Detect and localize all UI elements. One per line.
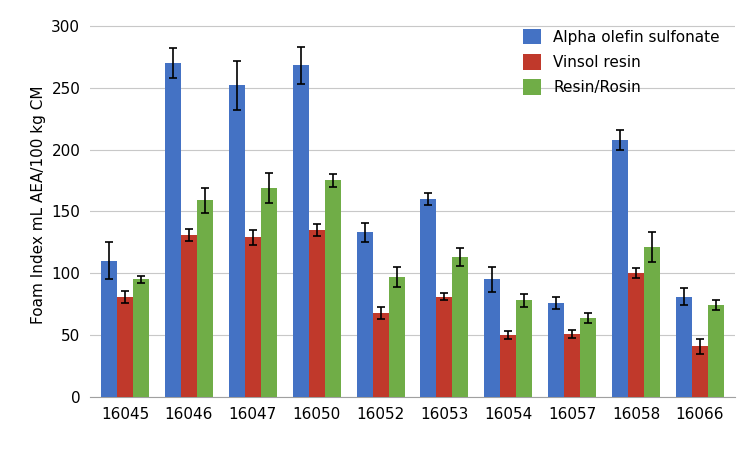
Bar [516, 300, 532, 397]
Y-axis label: Foam Index mL AEA/100 kg CM: Foam Index mL AEA/100 kg CM [31, 86, 46, 324]
Bar [421, 199, 436, 397]
Bar [101, 261, 117, 397]
Bar [181, 235, 197, 397]
Bar [388, 277, 404, 397]
Bar [676, 297, 692, 397]
Bar [628, 273, 644, 397]
Bar [292, 65, 309, 397]
Legend: Alpha olefin sulfonate, Vinsol resin, Resin/Rosin: Alpha olefin sulfonate, Vinsol resin, Re… [515, 21, 728, 103]
Bar [644, 247, 660, 397]
Bar [197, 200, 213, 397]
Bar [484, 280, 500, 397]
Bar [356, 232, 373, 397]
Bar [580, 318, 596, 397]
Bar [373, 313, 388, 397]
Bar [229, 85, 244, 397]
Bar [692, 346, 708, 397]
Bar [261, 188, 277, 397]
Bar [612, 140, 628, 397]
Bar [452, 257, 469, 397]
Bar [165, 63, 181, 397]
Bar [500, 335, 516, 397]
Bar [309, 230, 325, 397]
Bar [436, 297, 452, 397]
Bar [133, 280, 149, 397]
Bar [244, 237, 261, 397]
Bar [117, 297, 133, 397]
Bar [325, 180, 340, 397]
Bar [708, 305, 724, 397]
Bar [564, 334, 580, 397]
Bar [548, 303, 564, 397]
